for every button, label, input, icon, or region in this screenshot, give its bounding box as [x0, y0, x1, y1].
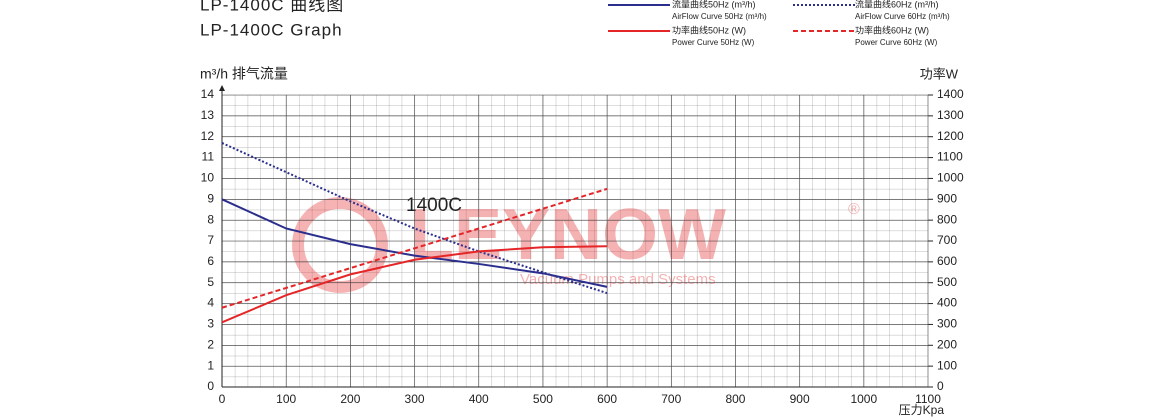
y2-tick-label: 200 — [937, 337, 957, 351]
y2-tick-label: 1100 — [937, 150, 963, 164]
y2-axis-label: 功率W — [920, 66, 959, 81]
y-axis-arrow — [219, 85, 225, 91]
y-tick-label: 5 — [207, 275, 214, 289]
x-tick-label: 300 — [405, 392, 425, 406]
y-tick-label: 13 — [201, 108, 215, 122]
legend-label-en: AirFlow Curve 50Hz (m³/h) — [672, 12, 767, 21]
watermark-logo — [292, 197, 388, 293]
y-tick-label: 12 — [201, 129, 215, 143]
y-tick-label: 4 — [207, 296, 214, 310]
legend-label: 流量曲线50Hz (m³/h) — [672, 0, 756, 9]
x-axis-label: 压力Kpa — [899, 403, 945, 417]
y-tick-label: 1 — [207, 358, 214, 372]
watermark-mark: ® — [848, 201, 860, 218]
y-tick-label: 0 — [207, 379, 214, 393]
y2-tick-label: 1200 — [937, 129, 964, 143]
x-tick-label: 400 — [469, 392, 489, 406]
y-tick-label: 10 — [201, 171, 215, 185]
y-tick-label: 7 — [207, 233, 214, 247]
y2-tick-label: 300 — [937, 317, 957, 331]
annotation: 1400C — [406, 195, 462, 216]
series-line — [221, 187, 608, 309]
x-tick-label: 200 — [340, 392, 360, 406]
y-tick-label: 9 — [207, 191, 214, 205]
x-tick-label: 500 — [533, 392, 553, 406]
x-tick-label: 800 — [725, 392, 745, 406]
watermark-tagline: Vacuum Pumps and Systems — [520, 271, 716, 288]
y2-tick-label: 1400 — [937, 87, 964, 101]
y-tick-label: 6 — [207, 254, 214, 268]
x-tick-label: 1100 — [915, 392, 941, 406]
subtitle: LP-1400C Graph — [200, 20, 343, 39]
x-tick-label: 700 — [661, 392, 681, 406]
legend-label-en: Power Curve 60Hz (W) — [855, 38, 938, 47]
y2-tick-label: 0 — [937, 379, 944, 393]
y-tick-label: 8 — [207, 212, 214, 226]
x-tick-label: 100 — [276, 392, 296, 406]
series-line — [221, 245, 608, 324]
y2-tick-label: 700 — [937, 233, 957, 247]
y2-tick-label: 1000 — [937, 171, 964, 185]
y-tick-label: 14 — [201, 87, 215, 101]
legend-label: 流量曲线60Hz (m³/h) — [855, 0, 939, 9]
title: LP-1400C 曲线图 — [200, 0, 344, 14]
y2-tick-label: 800 — [937, 212, 957, 226]
x-tick-label: 0 — [219, 392, 226, 406]
y2-tick-label: 600 — [937, 254, 957, 268]
legend-label: 功率曲线50Hz (W) — [672, 24, 746, 35]
x-tick-label: 1000 — [850, 392, 877, 406]
series-line — [221, 198, 608, 288]
y-tick-label: 3 — [207, 317, 214, 331]
legend-label: 功率曲线60Hz (W) — [855, 24, 929, 35]
x-tick-label: 900 — [790, 392, 810, 406]
x-tick-label: 600 — [597, 392, 617, 406]
y2-tick-label: 400 — [937, 296, 957, 310]
y2-tick-label: 500 — [937, 275, 957, 289]
y2-tick-label: 1300 — [937, 108, 964, 122]
y2-tick-label: 100 — [937, 358, 957, 372]
y-tick-label: 11 — [202, 150, 215, 164]
y2-tick-label: 900 — [937, 191, 957, 205]
y-tick-label: 2 — [207, 337, 214, 351]
legend-label-en: Power Curve 50Hz (W) — [672, 38, 755, 47]
y-axis-label: m³/h 排气流量 — [200, 66, 288, 82]
legend-label-en: AirFlow Curve 60Hz (m³/h) — [855, 12, 950, 21]
